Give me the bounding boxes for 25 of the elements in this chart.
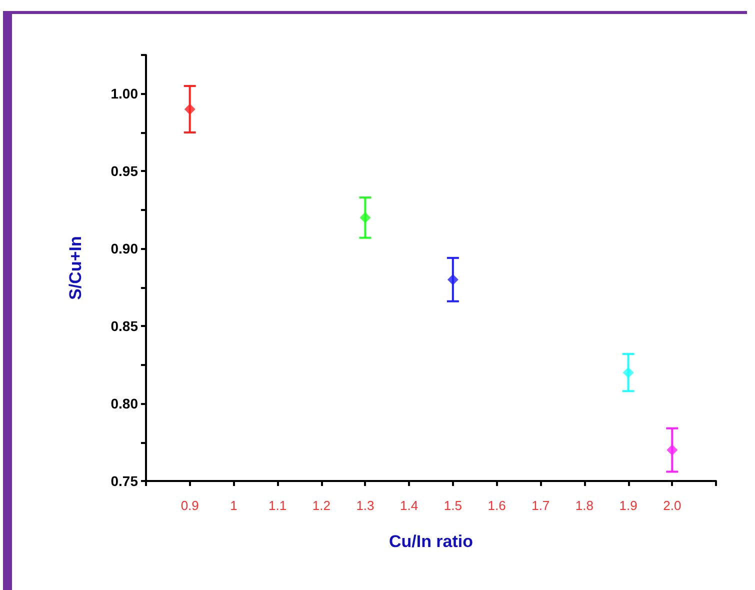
x-axis-title: Cu/In ratio	[388, 532, 474, 551]
x-tick-label: 1.3	[356, 498, 374, 513]
x-tick-label: 1.7	[532, 498, 550, 513]
y-tick-label: 0.90	[110, 240, 138, 257]
y-tick-label: 0.85	[110, 318, 138, 334]
x-tick-label: 1.4	[400, 498, 418, 513]
x-tick-label: 1.9	[619, 498, 638, 513]
x-tick-label: 2.0	[663, 498, 682, 513]
x-tick-label: 1	[230, 498, 238, 513]
y-tick-label: 0.75	[110, 473, 138, 489]
x-tick-label: 1.1	[268, 498, 287, 513]
x-tick-label: 1.2	[312, 498, 330, 513]
x-tick-label: 0.9	[180, 498, 199, 513]
point	[360, 212, 371, 224]
y-axis-title: S/Cu+In	[66, 236, 85, 300]
x-tick-label: 1.6	[488, 498, 506, 513]
y-tick-label: 1.00	[110, 86, 138, 102]
point	[622, 367, 634, 378]
point	[447, 274, 458, 286]
point	[666, 444, 678, 456]
y-tick-label: 0.95	[110, 163, 138, 180]
point	[184, 104, 196, 115]
y-tick-label: 0.80	[110, 396, 138, 412]
x-tick-label: 1.8	[575, 498, 594, 513]
x-tick-label: 1.5	[444, 498, 462, 513]
